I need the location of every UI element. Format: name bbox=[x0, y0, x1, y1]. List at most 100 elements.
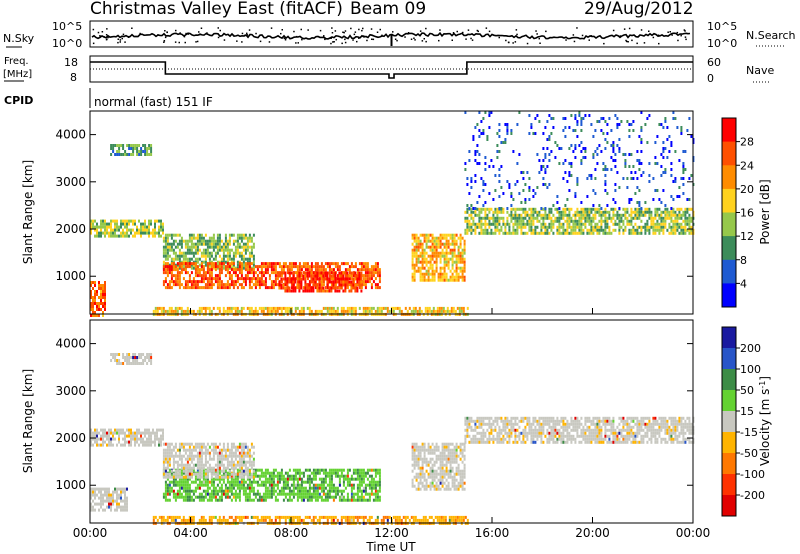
echo-cell bbox=[200, 251, 203, 255]
echo-cell bbox=[180, 309, 183, 313]
nsky-point bbox=[255, 32, 257, 35]
echo-cell bbox=[328, 468, 331, 472]
echo-cell bbox=[194, 245, 197, 249]
echo-cell bbox=[614, 201, 617, 204]
echo-cell bbox=[148, 443, 150, 447]
echo-cell bbox=[488, 192, 491, 195]
echo-cell bbox=[562, 231, 565, 235]
echo-cell bbox=[356, 289, 359, 293]
echo-cell bbox=[514, 228, 517, 232]
echo-cell bbox=[148, 228, 150, 232]
echo-cell bbox=[425, 257, 428, 261]
echo-cell bbox=[374, 271, 377, 275]
echo-cell bbox=[360, 289, 363, 293]
echo-cell bbox=[130, 153, 133, 156]
echo-cell bbox=[128, 222, 130, 226]
echo-cell bbox=[344, 474, 347, 478]
echo-cell bbox=[184, 245, 187, 249]
echo-cell bbox=[214, 498, 217, 502]
echo-cell bbox=[184, 286, 187, 290]
echo-cell bbox=[542, 222, 545, 226]
echo-cell bbox=[431, 278, 434, 282]
echo-cell bbox=[423, 260, 426, 264]
echo-cell bbox=[431, 272, 434, 276]
echo-cell bbox=[656, 213, 659, 217]
echo-cell bbox=[192, 236, 195, 240]
echo-cell bbox=[308, 477, 311, 481]
echo-cell bbox=[668, 231, 671, 235]
echo-cell bbox=[516, 219, 519, 223]
echo-cell bbox=[328, 277, 331, 281]
echo-cell bbox=[166, 445, 169, 449]
colorbar-segment bbox=[722, 118, 736, 143]
echo-cell bbox=[449, 242, 452, 246]
echo-cell bbox=[294, 306, 297, 310]
nsky-point bbox=[381, 34, 383, 37]
echo-cell bbox=[504, 141, 507, 144]
echo-cell bbox=[542, 132, 545, 135]
echo-cell bbox=[208, 480, 211, 484]
echo-cell bbox=[100, 493, 102, 497]
echo-cell bbox=[578, 114, 581, 117]
echo-cell bbox=[270, 271, 273, 275]
echo-cell bbox=[570, 207, 573, 211]
echo-cell bbox=[445, 254, 448, 258]
echo-cell bbox=[455, 272, 458, 276]
echo-cell bbox=[650, 213, 653, 217]
echo-cell bbox=[654, 231, 657, 235]
echo-cell bbox=[284, 277, 287, 281]
echo-cell bbox=[170, 277, 173, 281]
echo-cell bbox=[366, 477, 369, 481]
echo-cell bbox=[340, 262, 343, 266]
echo-cell bbox=[106, 493, 108, 497]
echo-cell bbox=[453, 242, 456, 246]
echo-cell bbox=[262, 495, 265, 499]
echo-cell bbox=[186, 498, 189, 502]
echo-cell bbox=[304, 489, 307, 493]
echo-cell bbox=[178, 266, 181, 270]
echo-cell bbox=[336, 474, 339, 478]
echo-cell bbox=[262, 262, 265, 266]
echo-cell bbox=[220, 477, 223, 481]
echo-cell bbox=[594, 210, 597, 214]
echo-cell bbox=[274, 277, 277, 281]
echo-cell bbox=[300, 271, 303, 275]
echo-cell bbox=[150, 431, 152, 435]
echo-cell bbox=[524, 183, 527, 186]
echo-cell bbox=[262, 283, 265, 287]
echo-cell bbox=[445, 248, 448, 252]
echo-cell bbox=[178, 283, 181, 287]
echo-cell bbox=[463, 260, 466, 264]
echo-cell bbox=[172, 280, 175, 284]
echo-cell bbox=[222, 248, 225, 252]
echo-cell bbox=[94, 284, 96, 287]
echo-cell bbox=[272, 471, 275, 475]
echo-cell bbox=[246, 268, 249, 272]
echo-cell bbox=[312, 265, 315, 269]
echo-cell bbox=[138, 428, 140, 432]
echo-cell bbox=[100, 308, 102, 311]
echo-cell bbox=[362, 277, 365, 281]
echo-cell bbox=[298, 274, 301, 278]
echo-cell bbox=[480, 225, 483, 229]
echo-cell bbox=[468, 159, 471, 162]
echo-cell bbox=[556, 216, 559, 220]
echo-cell bbox=[360, 283, 363, 287]
echo-cell bbox=[324, 277, 327, 281]
echo-cell bbox=[326, 471, 329, 475]
echo-cell bbox=[427, 254, 430, 258]
echo-cell bbox=[90, 437, 92, 441]
echo-cell bbox=[338, 274, 341, 278]
echo-cell bbox=[682, 183, 685, 186]
echo-cell bbox=[282, 477, 285, 481]
nsky-point bbox=[452, 32, 455, 34]
echo-cell bbox=[326, 286, 329, 290]
echo-cell bbox=[208, 236, 211, 240]
echo-cell bbox=[570, 231, 573, 235]
echo-cell bbox=[154, 431, 156, 435]
echo-cell bbox=[164, 236, 167, 240]
echo-cell bbox=[417, 248, 420, 252]
echo-cell bbox=[608, 225, 611, 229]
echo-cell bbox=[372, 274, 375, 278]
echo-cell bbox=[552, 213, 555, 217]
